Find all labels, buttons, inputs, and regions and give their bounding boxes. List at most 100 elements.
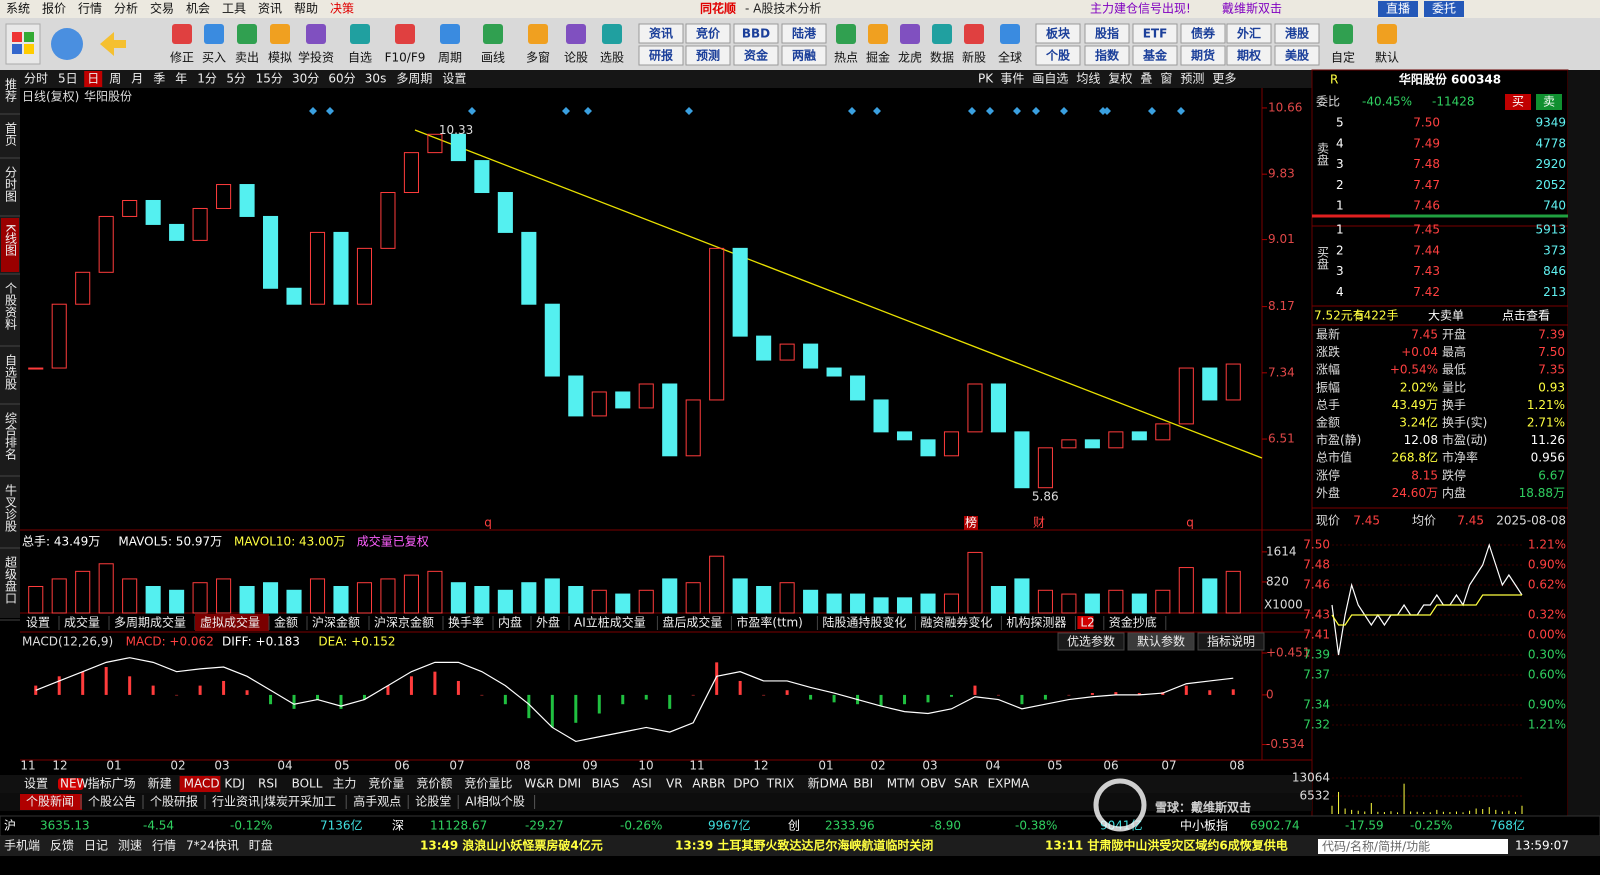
indicator-button[interactable]: BIAS — [592, 777, 620, 791]
indicator-tab[interactable]: 盘后成交量 — [662, 615, 722, 630]
grid-button-bg[interactable] — [1226, 23, 1272, 44]
menu-item[interactable]: 决策 — [330, 2, 354, 16]
side-tab[interactable]: 综合排名 — [4, 412, 18, 460]
side-tab[interactable]: K线图 — [4, 224, 18, 256]
news-headline[interactable]: 13:49 浪浪山小妖怪票房破4亿元 — [420, 838, 603, 853]
search-placeholder[interactable]: 代码/名称/简拼/功能 — [1322, 839, 1430, 854]
indicator-button[interactable]: W&R — [524, 777, 554, 791]
menu-item[interactable]: 分析 — [114, 2, 138, 16]
event-marker[interactable] — [1013, 107, 1021, 115]
indicator-tab[interactable]: 金额 — [274, 615, 298, 630]
buy-button[interactable]: 买 — [1512, 95, 1524, 109]
indicator-button[interactable]: ASI — [632, 777, 651, 791]
indicator-button[interactable]: BBI — [853, 777, 873, 791]
indicator-tab[interactable]: 内盘 — [498, 615, 522, 630]
chart-tool[interactable]: 叠 — [1140, 72, 1152, 86]
news-tab[interactable]: 个股新闻 — [26, 794, 74, 809]
indicator-button[interactable]: MTM — [887, 777, 915, 791]
top-button[interactable]: 直播 — [1386, 2, 1410, 16]
grid-button[interactable]: 竞价 — [696, 26, 721, 41]
event-marker[interactable] — [562, 107, 570, 115]
tool-icon[interactable] — [932, 24, 952, 44]
grid-button-bg[interactable] — [685, 45, 731, 66]
indicator-button[interactable]: 竞价量比 — [464, 777, 512, 791]
tool-label[interactable]: 多窗 — [526, 51, 550, 65]
grid-button-bg[interactable] — [1132, 45, 1178, 66]
alert-link[interactable]: 戴维斯双击 — [1222, 1, 1282, 16]
indicator-tab[interactable]: 陆股通持股变化 — [822, 615, 906, 630]
news-headline[interactable]: 13:11 甘肃陇中山洪受灾区域约6成恢复供电 — [1045, 838, 1288, 853]
period-tab[interactable]: 1分 — [197, 72, 217, 86]
grid-button[interactable]: 资金 — [744, 48, 769, 63]
grid-button[interactable]: 港股 — [1285, 26, 1310, 41]
period-tab[interactable]: 日 — [87, 72, 99, 86]
grid-button[interactable]: 美股 — [1285, 48, 1310, 63]
robot-icon[interactable] — [51, 28, 83, 60]
indicator-tab[interactable]: AI立桩成交量 — [574, 615, 646, 630]
ticker-button[interactable]: 盯盘 — [249, 838, 273, 853]
indicator-button[interactable]: OBV — [920, 777, 946, 791]
tool-label[interactable]: 画线 — [481, 51, 505, 65]
indicator-tab[interactable]: 机构探测器 — [1006, 615, 1066, 630]
grid-button-bg[interactable] — [1035, 23, 1081, 44]
grid-button-bg[interactable] — [1084, 45, 1130, 66]
grid-button[interactable]: BBD — [742, 27, 770, 41]
grid-button-bg[interactable] — [638, 45, 684, 66]
period-tab[interactable]: 30分 — [292, 72, 319, 86]
chart-tool[interactable]: 画自选 — [1032, 72, 1068, 86]
side-tab[interactable]: 推荐 — [4, 78, 18, 103]
indicator-button[interactable]: VR — [666, 777, 683, 791]
param-button[interactable]: 优选参数 — [1067, 634, 1115, 649]
grid-button[interactable]: 期货 — [1191, 48, 1215, 63]
grid-button[interactable]: 板块 — [1046, 26, 1071, 41]
event-marker[interactable] — [326, 107, 334, 115]
tool-icon[interactable] — [964, 24, 984, 44]
tool-icon[interactable] — [395, 24, 415, 44]
grid-button-bg[interactable] — [733, 45, 779, 66]
menu-item[interactable]: 工具 — [222, 2, 246, 16]
tool-label[interactable]: 掘金 — [866, 50, 890, 65]
side-tab[interactable]: 分时图 — [4, 166, 18, 202]
indicator-button[interactable]: BOLL — [292, 777, 323, 791]
indicator-button[interactable]: 新DMA — [808, 776, 849, 791]
indicator-tab[interactable]: 设置 — [26, 616, 50, 630]
menu-item[interactable]: 报价 — [42, 1, 66, 16]
news-tab[interactable]: 高手观点 — [353, 794, 401, 809]
grid-button[interactable]: 指数 — [1095, 48, 1120, 63]
grid-button-bg[interactable] — [781, 23, 827, 44]
news-tab[interactable]: 行业资讯|煤炭开采加工 — [212, 795, 336, 809]
side-tab[interactable]: 自选股 — [4, 354, 18, 391]
indicator-button[interactable]: SAR — [954, 777, 978, 791]
tool-icon[interactable] — [270, 24, 290, 44]
period-tab[interactable]: 5日 — [58, 72, 78, 86]
event-marker[interactable] — [685, 107, 693, 115]
grid-button-bg[interactable] — [638, 23, 684, 44]
tool-icon[interactable] — [1377, 24, 1397, 44]
indicator-tab[interactable]: L2 — [1080, 616, 1094, 630]
side-tab[interactable]: 个股资料 — [4, 282, 18, 330]
tool-icon[interactable] — [868, 24, 888, 44]
indicator-tab[interactable]: 虚拟成交量 — [200, 615, 260, 630]
chart-marker[interactable]: q — [484, 516, 492, 530]
tool-icon[interactable] — [1000, 24, 1020, 44]
period-tab[interactable]: 设置 — [442, 72, 466, 86]
period-tab[interactable]: 分时 — [24, 72, 48, 86]
side-tab[interactable]: 超级盘口 — [4, 555, 18, 604]
indicator-tab[interactable]: 市盈率(ttm) — [736, 615, 802, 630]
period-tab[interactable]: 多周期 — [396, 72, 432, 86]
top-button[interactable]: 委托 — [1432, 2, 1456, 16]
grid-button-bg[interactable] — [1226, 45, 1272, 66]
period-tab[interactable]: 30s — [365, 72, 387, 86]
tool-icon[interactable] — [440, 24, 460, 44]
indicator-button[interactable]: MACD — [184, 777, 220, 791]
grid-button[interactable]: 基金 — [1142, 48, 1168, 63]
indicator-tab[interactable]: 融资融券变化 — [920, 615, 992, 630]
tool-label[interactable]: 龙虎 — [898, 51, 922, 65]
event-marker[interactable] — [1060, 107, 1068, 115]
tool-label[interactable]: 买入 — [202, 51, 226, 65]
tool-label[interactable]: 热点 — [834, 51, 858, 65]
grid-button[interactable]: 债券 — [1191, 26, 1216, 41]
chart-tool[interactable]: 窗 — [1160, 72, 1172, 86]
grid-button-bg[interactable] — [1180, 45, 1226, 66]
tool-icon[interactable] — [237, 24, 257, 44]
